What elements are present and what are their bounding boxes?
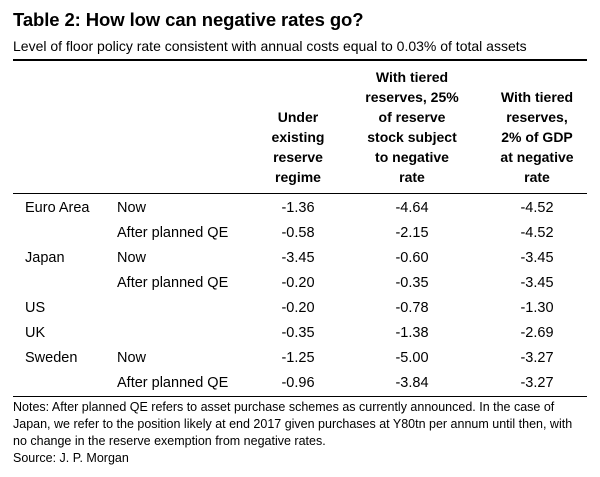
column-header-line: existing: [271, 129, 325, 145]
row-value: -0.58: [281, 225, 315, 241]
row-value: -1.38: [395, 325, 429, 341]
row-value: -3.27: [520, 375, 554, 391]
column-header-line: at negative: [500, 149, 574, 165]
table-subtitle: Level of floor policy rate consistent wi…: [13, 38, 527, 54]
table-row: After planned QE -0.96 -3.84 -3.27: [13, 371, 587, 396]
row-period: Now: [117, 350, 147, 366]
column-header-tiered-25pct: With tiered reserves, 25% of reserve stock …: [352, 67, 472, 187]
row-value: -3.84: [395, 375, 429, 391]
header-rule: [13, 193, 587, 194]
column-header-line: rate: [524, 169, 550, 185]
column-header-line: reserves, 25%: [365, 89, 459, 105]
column-header-line: stock subject: [367, 129, 457, 145]
row-country: Euro Area: [25, 200, 90, 216]
row-value: -0.20: [281, 275, 315, 291]
row-value: -3.45: [520, 250, 554, 266]
bottom-rule: [13, 396, 587, 397]
table-title: Table 2: How low can negative rates go?: [13, 9, 364, 30]
column-header-row: Under existing reserve regime With tiered re…: [13, 61, 587, 193]
table-document: Table 2: How low can negative rates go? …: [13, 8, 587, 465]
row-value: -4.64: [395, 200, 429, 216]
row-value: -0.20: [281, 300, 315, 316]
column-header-line: of reserve: [378, 109, 446, 125]
row-period: After planned QE: [117, 375, 229, 391]
column-header-line: regime: [275, 169, 321, 185]
row-country: Sweden: [25, 350, 78, 366]
column-header-tiered-2pct-gdp: With tiered reserves, 2% of GDP at negative…: [477, 87, 597, 187]
row-period: Now: [117, 250, 147, 266]
row-value: -1.25: [281, 350, 315, 366]
table-row: Euro Area Now -1.36 -4.64 -4.52: [13, 196, 587, 221]
table-row: After planned QE -0.20 -0.35 -3.45: [13, 271, 587, 296]
column-header-line: rate: [399, 169, 425, 185]
row-period: After planned QE: [117, 275, 229, 291]
row-value: -3.45: [281, 250, 315, 266]
row-value: -0.35: [395, 275, 429, 291]
column-header-line: reserves,: [506, 109, 568, 125]
table-row: US -0.20 -0.78 -1.30: [13, 296, 587, 321]
column-header-line: With tiered: [375, 69, 449, 85]
row-value: -3.27: [520, 350, 554, 366]
column-header-line: Under: [277, 109, 319, 125]
table-notes: Notes: After planned QE refers to asset …: [13, 400, 573, 448]
row-country: US: [25, 300, 46, 316]
table-row: After planned QE -0.58 -2.15 -4.52: [13, 221, 587, 246]
table-source: Source: J. P. Morgan: [13, 451, 129, 465]
row-value: -1.36: [281, 200, 315, 216]
row-country: Japan: [25, 250, 65, 266]
table-row: UK -0.35 -1.38 -2.69: [13, 321, 587, 346]
row-country: UK: [25, 325, 46, 341]
column-header-line: 2% of GDP: [501, 129, 573, 145]
row-value: -4.52: [520, 225, 554, 241]
column-header-line: reserve: [273, 149, 323, 165]
table-row: Japan Now -3.45 -0.60 -3.45: [13, 246, 587, 271]
row-value: -2.15: [395, 225, 429, 241]
row-value: -1.30: [520, 300, 554, 316]
row-value: -0.35: [281, 325, 315, 341]
row-value: -3.45: [520, 275, 554, 291]
row-value: -5.00: [395, 350, 429, 366]
top-rule: [13, 59, 587, 61]
row-value: -0.96: [281, 375, 315, 391]
row-value: -0.60: [395, 250, 429, 266]
row-value: -0.78: [395, 300, 429, 316]
column-header-line: to negative: [375, 149, 449, 165]
table-row: Sweden Now -1.25 -5.00 -3.27: [13, 346, 587, 371]
row-value: -4.52: [520, 200, 554, 216]
row-value: -2.69: [520, 325, 554, 341]
row-period: After planned QE: [117, 225, 229, 241]
column-header-existing-regime: Under existing reserve regime: [253, 107, 343, 187]
column-header-line: With tiered: [500, 89, 574, 105]
table-body: Euro Area Now -1.36 -4.64 -4.52 After planned…: [13, 196, 587, 396]
row-period: Now: [117, 200, 147, 216]
